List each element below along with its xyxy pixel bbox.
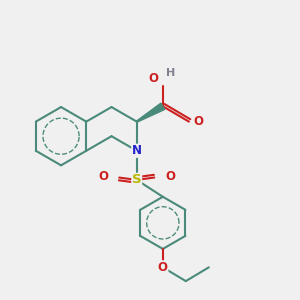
Text: O: O bbox=[194, 115, 203, 128]
Text: N: N bbox=[132, 144, 142, 157]
Text: H: H bbox=[166, 68, 175, 79]
Text: O: O bbox=[165, 170, 175, 183]
Text: O: O bbox=[148, 72, 158, 85]
Text: O: O bbox=[98, 170, 108, 183]
Polygon shape bbox=[136, 103, 165, 122]
Text: S: S bbox=[132, 173, 142, 186]
Text: O: O bbox=[158, 261, 168, 274]
